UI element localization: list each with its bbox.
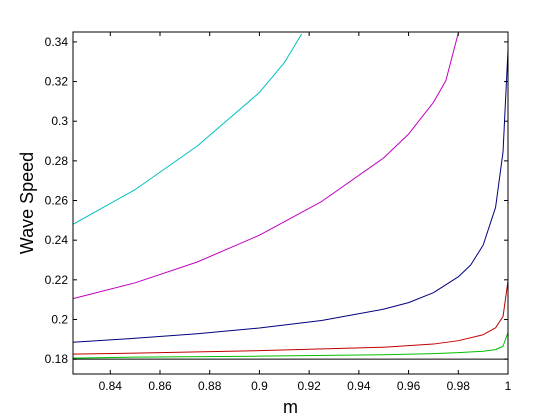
x-tick-label: 0.92 [297, 379, 321, 393]
y-tick-label: 0.2 [51, 312, 68, 326]
y-tick-label: 0.34 [45, 35, 69, 49]
series-line-3 [72, 280, 509, 355]
series-line-2 [72, 332, 509, 359]
x-axis-title: m [283, 397, 298, 417]
series-line-4 [72, 49, 509, 343]
y-tick-label: 0.3 [51, 114, 68, 128]
x-tick-label: 0.94 [347, 379, 371, 393]
y-tick-label: 0.28 [45, 154, 69, 168]
y-tick-label: 0.26 [45, 194, 69, 208]
y-axis-title: Wave Speed [17, 152, 37, 254]
series-lines [72, 32, 509, 360]
plot-frame [72, 31, 509, 375]
x-tick-label: 0.96 [397, 379, 421, 393]
x-tick-label: 0.88 [198, 379, 222, 393]
x-axis-ticks: 0.84 0.86 0.88 0.9 0.92 0.94 0.96 0.98 1 [99, 32, 512, 393]
y-axis-ticks: 0.18 0.2 0.22 0.24 0.26 0.28 0.3 0.32 0.34 [45, 35, 508, 366]
x-tick-label: 0.9 [251, 379, 268, 393]
y-tick-label: 0.22 [45, 273, 69, 287]
series-line-6 [72, 33, 303, 225]
y-tick-label: 0.24 [45, 233, 69, 247]
y-tick-label: 0.18 [45, 352, 69, 366]
x-tick-label: 0.86 [148, 379, 172, 393]
x-tick-label: 0.84 [99, 379, 123, 393]
plot-area [73, 32, 508, 374]
series-line-5 [72, 32, 459, 300]
x-tick-label: 1 [505, 379, 512, 393]
x-tick-label: 0.98 [447, 379, 471, 393]
y-tick-label: 0.32 [45, 75, 69, 89]
